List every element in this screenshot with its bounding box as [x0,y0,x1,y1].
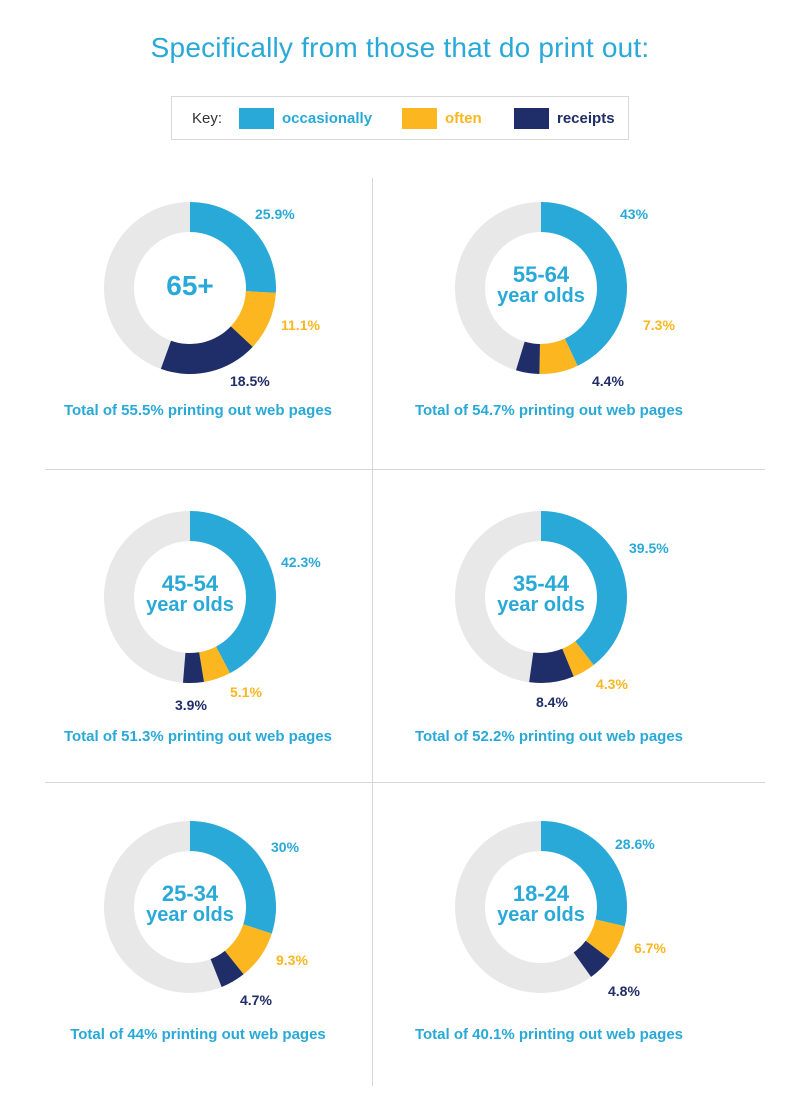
total-caption: Total of 44% printing out web pages [70,1026,326,1043]
grid-divider-vertical [372,178,373,1086]
data-label-occasionally: 28.6% [615,836,655,852]
donut-slice-often [230,291,276,347]
donut-slice-receipts [529,648,574,683]
donut-center-label: 65+ [130,270,250,301]
data-label-often: 11.1% [281,317,320,333]
donut-slice-occasionally [190,820,276,934]
grid-divider-horizontal [45,469,765,470]
data-label-often: 5.1% [230,684,262,700]
legend-key-label: Key: [192,110,223,127]
total-caption: Total of 51.3% printing out web pages [63,728,333,745]
data-label-often: 4.3% [596,676,628,692]
donut-slice-occasionally [541,821,627,927]
age-group-sublabel: year olds [146,594,234,617]
age-group-label: 25-34 [161,881,219,906]
legend-label-receipts: receipts [557,110,615,127]
data-label-receipts: 4.8% [608,983,640,999]
donut-slice-receipts [160,326,253,374]
legend-swatch-occasionally [239,108,274,129]
data-label-receipts: 4.7% [240,992,272,1008]
donut-slice-occasionally [190,202,276,293]
data-label-occasionally: 43% [620,206,649,222]
age-group-sublabel: year olds [146,904,234,927]
data-label-occasionally: 25.9% [255,206,295,222]
donut-slice-often [224,924,272,975]
data-label-occasionally: 42.3% [281,554,321,570]
data-label-often: 6.7% [634,940,666,956]
donut-center-label: 45-54 year olds [130,572,250,616]
legend-swatch-receipts [514,108,549,129]
data-label-occasionally: 39.5% [629,540,669,556]
donut-center-label: 35-44 year olds [481,572,601,616]
page-title: Specifically from those that do print ou… [150,32,650,63]
donut-slice-receipts [182,652,204,683]
data-label-receipts: 18.5% [230,373,270,389]
age-group-label: 35-44 [512,571,570,596]
age-group-sublabel: year olds [497,285,585,308]
donut-slice-often [199,646,231,682]
data-label-receipts: 3.9% [175,697,207,713]
age-group-label: 55-64 [512,262,570,287]
data-label-often: 9.3% [276,952,308,968]
legend-label-occasionally: occasionally [282,110,373,127]
age-group-label: 18-24 [512,881,570,906]
donut-center-label: 18-24 year olds [481,882,601,926]
donut-slice-receipts [573,940,610,977]
age-group-label: 45-54 [161,571,219,596]
donut-slice-often [562,641,594,677]
total-caption: Total of 52.2% printing out web pages [414,728,684,745]
data-label-receipts: 4.4% [592,373,624,389]
donut-slice-occasionally [541,511,627,665]
total-caption: Total of 55.5% printing out web pages [63,402,333,419]
age-group-sublabel: year olds [497,904,585,927]
donut-slice-often [539,338,578,374]
legend-label-often: often [445,110,482,127]
donut-slice-often [585,919,625,959]
donut-slice-receipts [515,341,540,374]
age-group-label: 65+ [166,270,214,301]
data-label-often: 7.3% [643,317,675,333]
donut-slice-receipts [210,950,244,987]
grid-divider-horizontal [45,782,765,783]
donut-slice-occasionally [541,202,627,366]
data-label-receipts: 8.4% [536,694,568,710]
donut-center-label: 25-34 year olds [130,882,250,926]
total-caption: Total of 40.1% printing out web pages [414,1026,684,1043]
donut-slice-occasionally [190,511,276,674]
age-group-sublabel: year olds [497,594,585,617]
total-caption: Total of 54.7% printing out web pages [414,402,684,419]
legend: Key: occasionally often receipts [171,96,629,140]
donut-center-label: 55-64 year olds [481,263,601,307]
data-label-occasionally: 30% [271,839,300,855]
legend-swatch-often [402,108,437,129]
